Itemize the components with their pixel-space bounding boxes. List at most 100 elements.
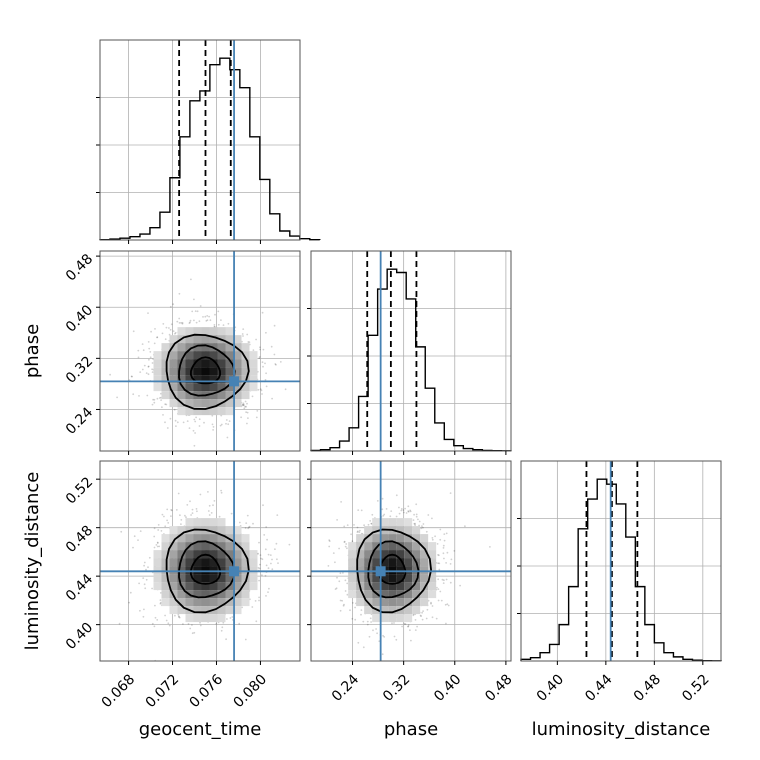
joint-content [100, 461, 300, 661]
sample-point [182, 421, 185, 424]
density-cell [241, 574, 250, 583]
density-cell [356, 534, 365, 543]
density-cell [161, 598, 170, 607]
density-cell [348, 558, 357, 567]
density-cell [169, 582, 178, 591]
sample-point [244, 405, 247, 408]
density-cell [372, 526, 381, 535]
density-cell [209, 383, 218, 392]
sample-point [149, 356, 152, 359]
density-cell [380, 598, 389, 607]
sample-point [430, 601, 432, 604]
sample-point [247, 527, 250, 530]
contour-line [178, 344, 236, 397]
density-cell [201, 558, 210, 567]
sample-point [284, 388, 287, 391]
density-cell [169, 566, 178, 575]
x-tick-label: 0.48 [631, 671, 664, 704]
sample-point [360, 532, 363, 535]
sample-point [254, 600, 257, 602]
sample-point [351, 617, 354, 620]
density-cell [241, 590, 250, 599]
sample-point [156, 397, 159, 400]
contour-line [165, 528, 250, 614]
sample-point [174, 331, 177, 334]
density-cell [177, 526, 186, 535]
density-cell [225, 542, 234, 551]
sample-point [142, 577, 145, 579]
y-tick-label: 0.24 [63, 404, 96, 437]
sample-point [165, 326, 168, 329]
sample-point [271, 397, 273, 400]
y-tick-label: 0.44 [63, 571, 96, 604]
sample-point [146, 394, 149, 397]
sample-point [167, 522, 170, 524]
density-cell [388, 518, 397, 527]
density-cell [201, 590, 210, 599]
sample-point [328, 545, 331, 548]
sample-point [144, 587, 147, 590]
density-cell [161, 391, 170, 400]
sample-point [150, 330, 153, 333]
sample-point [213, 325, 216, 328]
density-cell [161, 343, 170, 352]
density-cell [153, 566, 162, 575]
density-cell [225, 335, 234, 344]
sample-point [385, 508, 388, 510]
sample-point [437, 599, 440, 602]
sample-point [339, 572, 342, 575]
density-cell [201, 399, 210, 408]
sample-point [407, 625, 409, 628]
density-cell [233, 550, 242, 559]
sample-point [274, 363, 277, 365]
sample-point [266, 538, 268, 541]
sample-point [430, 602, 432, 605]
sample-point [261, 574, 263, 577]
y-tick-label: 0.40 [63, 302, 96, 335]
sample-point [371, 513, 374, 516]
sample-point [194, 432, 197, 434]
sample-point [357, 530, 359, 533]
sample-point [252, 349, 255, 351]
density-cell [241, 582, 250, 591]
density-cell [217, 526, 226, 535]
density-cell [396, 550, 405, 559]
sample-point [441, 578, 444, 581]
sample-point [439, 528, 442, 531]
sample-point [149, 351, 152, 353]
sample-point [343, 540, 346, 543]
sample-point [259, 348, 261, 351]
density-cell [161, 566, 170, 575]
sample-point [442, 547, 445, 549]
density-cell [153, 574, 162, 583]
sample-point [220, 319, 222, 321]
density-cell [169, 351, 178, 360]
density-cell [217, 359, 226, 368]
sample-point [159, 592, 162, 594]
density-cell [241, 391, 250, 400]
sample-point [412, 614, 415, 617]
sample-point [147, 365, 150, 368]
density-cell [201, 351, 210, 360]
density-cell [193, 534, 202, 543]
sample-point [155, 544, 158, 546]
sample-point [222, 324, 225, 326]
sample-point [211, 414, 214, 417]
sample-point [170, 515, 172, 517]
density-cell [420, 558, 429, 567]
sample-point [138, 395, 140, 397]
density-cell [193, 614, 202, 623]
sample-point [139, 530, 142, 532]
density-cell [412, 590, 421, 599]
density-cell [233, 359, 242, 368]
density-cell [396, 566, 405, 575]
density-cell [348, 566, 357, 575]
sample-point [259, 388, 262, 390]
sample-point [145, 578, 148, 581]
sample-point [157, 524, 160, 526]
sample-point [445, 562, 447, 564]
sample-point [132, 546, 134, 549]
density-cell [356, 550, 365, 559]
sample-point [181, 322, 184, 325]
sample-point [366, 620, 369, 623]
